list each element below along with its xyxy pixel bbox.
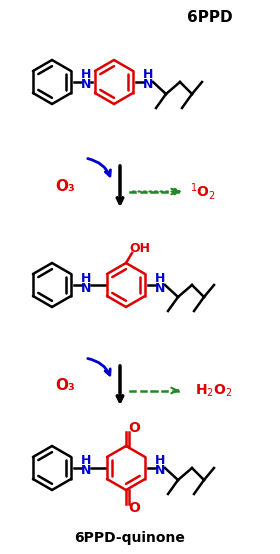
Text: N: N <box>81 464 91 478</box>
Text: H: H <box>155 271 165 285</box>
Text: H: H <box>143 69 153 81</box>
Text: 6PPD-quinone: 6PPD-quinone <box>74 531 185 545</box>
Text: H: H <box>81 454 91 468</box>
Text: O₃: O₃ <box>55 378 75 393</box>
Text: H: H <box>155 454 165 468</box>
Text: $^1$O$_2$: $^1$O$_2$ <box>190 181 216 202</box>
Text: O₃: O₃ <box>55 179 75 194</box>
Text: OH: OH <box>129 243 151 255</box>
Text: H: H <box>81 271 91 285</box>
Text: N: N <box>81 281 91 295</box>
Text: N: N <box>143 79 153 91</box>
Text: 6PPD: 6PPD <box>187 11 233 25</box>
Text: H: H <box>81 69 91 81</box>
Text: N: N <box>155 281 165 295</box>
Text: O: O <box>128 501 140 515</box>
Text: O: O <box>128 421 140 435</box>
Text: N: N <box>81 79 91 91</box>
Text: H$_2$O$_2$: H$_2$O$_2$ <box>195 382 233 399</box>
Text: N: N <box>155 464 165 478</box>
